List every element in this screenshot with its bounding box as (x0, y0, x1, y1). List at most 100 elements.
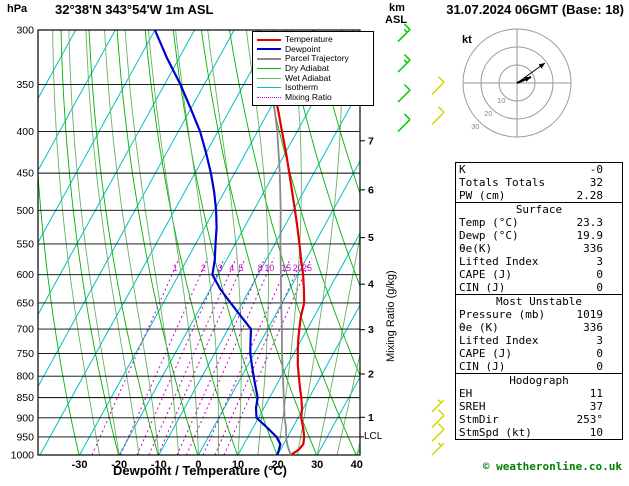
stat-value: 37 (589, 400, 603, 413)
mixing-ratio-label: 3 (218, 263, 223, 273)
chart-datetime: 31.07.2024 06GMT (Base: 18) (446, 2, 624, 17)
series-parcel-trajectory (262, 29, 292, 456)
legend-swatch (257, 38, 281, 41)
km-tick-label: 4 (368, 279, 374, 291)
isotherm-line (316, 376, 360, 455)
temperature-tick-label: -20 (111, 459, 127, 471)
km-tick-label: 1 (368, 412, 374, 424)
mixing-ratio-line (119, 257, 209, 455)
chart-background (38, 30, 460, 455)
pressure-tick-label: 400 (16, 126, 34, 138)
stat-value: 10 (589, 426, 603, 439)
station-title: 32°38'N 343°54'W 1m ASL (55, 2, 214, 17)
stat-row: CAPE (J) 0 (456, 347, 622, 360)
stat-value: 11 (589, 387, 603, 400)
dry-adiabat-line (313, 30, 360, 195)
series-dewpoint (153, 29, 282, 456)
stat-value: 2.28 (576, 189, 604, 202)
stat-value: 3 (596, 255, 603, 268)
mixing-ratio-line (91, 257, 180, 455)
legend-swatch (257, 57, 281, 60)
stat-value: 0 (596, 268, 603, 281)
stat-row: PW (cm) 2.28 (456, 189, 622, 202)
legend-item: Parcel Trajectory (257, 54, 369, 64)
stats-sections: Surface Temp (°C) 23.3 Dewp (°C) 19.9 θe(K) 33… (455, 202, 623, 440)
legend-label: Parcel Trajectory (285, 53, 349, 64)
legend-item: Mixing Ratio (257, 92, 369, 103)
pressure-axis-unit: hPa (7, 3, 28, 15)
temperature-tick-label: 0 (195, 459, 201, 471)
mixing-ratio-label: 10 (264, 263, 274, 273)
km-tick-label: 7 (368, 135, 374, 147)
pressure-tick-label: 550 (16, 238, 34, 250)
isotherm-line (237, 232, 360, 455)
pressure-tick-label: 950 (16, 431, 34, 443)
chart-legend: Temperature Dewpoint Parcel Trajectory Dry … (252, 31, 374, 107)
section-title: Hodograph (509, 374, 569, 387)
mixing-ratio-line (185, 257, 275, 455)
wet-adiabat-line (68, 30, 120, 455)
stat-row: Dewp (°C) 19.9 (456, 229, 622, 242)
temperature-tick-label: -30 (72, 459, 88, 471)
wind-barb (431, 442, 445, 456)
pressure-tick-label: 750 (16, 348, 34, 360)
stat-label: K (459, 163, 466, 176)
stat-label: StmDir (459, 413, 499, 426)
stats-panel: K -0 Totals Totals 32 PW (cm) 2.28 Surface Tem… (455, 162, 623, 440)
stat-value: 336 (583, 321, 603, 334)
legend-swatch (257, 87, 281, 89)
legend-item: Dry Adiabat (257, 64, 369, 74)
legend-item: Temperature (257, 35, 369, 45)
isotherm-line (39, 30, 275, 455)
pressure-tick-label: 900 (16, 412, 34, 424)
stat-value: 19.9 (576, 229, 604, 242)
stat-value: 253° (576, 413, 604, 426)
lcl-marker-label: LCL (364, 431, 383, 442)
stats-section-hodograph: Hodograph EH 11 SREH 37 StmDir 253° StmSpd (kt)… (455, 373, 623, 440)
mixing-ratio-line (214, 257, 303, 455)
stat-label: Temp (°C) (459, 216, 519, 229)
stats-section-most-unstable: Most Unstable Pressure (mb) 1019 θe (K) 336 L… (455, 294, 623, 374)
stats-section-surface: Surface Temp (°C) 23.3 Dewp (°C) 19.9 θe(K) 33… (455, 202, 623, 295)
legend-label: Isotherm (285, 82, 319, 93)
plot-frame (37, 29, 361, 456)
isotherm-line (197, 160, 360, 455)
temperature-tick-label: 10 (232, 459, 244, 471)
legend-item: Dewpoint (257, 44, 369, 55)
stat-value: 3 (596, 334, 603, 347)
legend-swatch (257, 68, 281, 70)
pressure-tick-label: 500 (16, 205, 34, 217)
legend-swatch (257, 48, 281, 51)
wet-adiabat-line (52, 30, 100, 455)
stat-row: EH 11 (456, 387, 622, 400)
mixing-ratio-line (157, 257, 246, 455)
pressure-tick-label: 300 (16, 25, 34, 37)
stat-row: CAPE (J) 0 (456, 268, 622, 281)
dry-adiabat-line (285, 30, 360, 288)
mixing-ratio-label: 20 (293, 263, 303, 273)
mixing-ratio-line (202, 257, 291, 455)
stat-row: SREH 37 (456, 400, 622, 413)
mixing-ratio-label: 5 (238, 263, 243, 273)
dry-adiabat-line (370, 30, 460, 455)
altitude-axis-unit-km: km (389, 2, 405, 14)
mixing-ratio-label: 8 (258, 263, 263, 273)
stat-label: Pressure (mb) (459, 308, 546, 321)
stat-value: 0 (596, 347, 603, 360)
mean-wind-arrow-head (524, 77, 531, 82)
km-tick-label: 5 (368, 232, 374, 244)
stat-label: Dewp (°C) (459, 229, 519, 242)
pressure-tick-label: 800 (16, 371, 34, 383)
legend-label: Dry Adiabat (285, 63, 329, 74)
legend-item: Wet Adiabat (257, 73, 369, 83)
pressure-tick-label: 850 (16, 392, 34, 404)
mixing-ratio-line (176, 257, 266, 455)
stat-value: 0 (596, 281, 603, 294)
km-tick-label: 3 (368, 324, 374, 336)
hodograph-ring-label: 10 (497, 96, 505, 105)
stat-row: θe(K) 336 (456, 242, 622, 255)
wind-barb (431, 76, 445, 95)
stat-row: Lifted Index 3 (456, 255, 622, 268)
legend-swatch (257, 77, 281, 79)
hodograph-ring-label: 20 (484, 109, 492, 118)
